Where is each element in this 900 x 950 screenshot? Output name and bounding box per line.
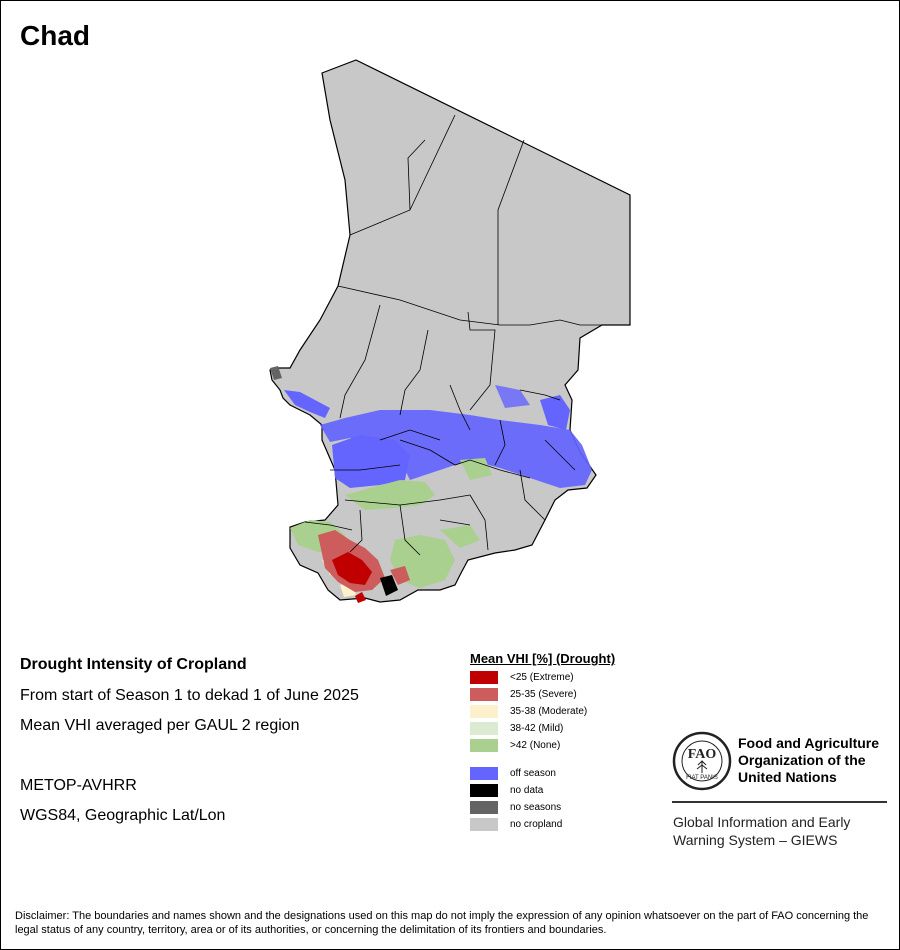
legend-swatch	[470, 705, 498, 718]
no-data-zone	[380, 575, 398, 596]
legend-swatch	[470, 688, 498, 701]
legend-item: no data	[470, 784, 543, 797]
legend-swatch	[470, 801, 498, 814]
extreme-drought-zone	[332, 552, 372, 585]
fao-logo-letters: FAO	[688, 747, 717, 762]
fao-name-line-2: Organization of the	[738, 752, 866, 768]
legend-swatch	[470, 671, 498, 684]
off-season-zone-north	[495, 385, 530, 408]
legend-item: 25-35 (Severe)	[470, 688, 577, 701]
legend-swatch	[470, 722, 498, 735]
extreme-drought-zone-2	[355, 592, 366, 603]
info-heading: Drought Intensity of Cropland	[20, 656, 247, 673]
legend-swatch	[470, 739, 498, 752]
disclaimer: Disclaimer: The boundaries and names sho…	[15, 910, 869, 936]
legend-title: Mean VHI [%] (Drought)	[470, 651, 616, 666]
admin-boundaries	[304, 114, 602, 556]
info-projection: WGS84, Geographic Lat/Lon	[20, 807, 226, 824]
giews-name: Global Information and Early Warning Sys…	[673, 813, 850, 849]
fao-name-line-1: Food and Agriculture	[738, 735, 880, 751]
legend-label: 25-35 (Severe)	[510, 689, 577, 700]
info-method: Mean VHI averaged per GAUL 2 region	[20, 717, 300, 734]
legend-swatch	[470, 767, 498, 780]
country-outline	[269, 59, 631, 603]
severe-drought-zone-2	[390, 566, 410, 585]
legend-label: 35-38 (Moderate)	[510, 706, 588, 717]
legend-label: off season	[510, 768, 556, 779]
info-sensor: METOP-AVHRR	[20, 777, 137, 794]
giews-line-1: Global Information and Early	[673, 814, 851, 830]
legend-swatch	[470, 818, 498, 831]
off-season-zone-west	[332, 435, 410, 488]
country-map	[269, 59, 631, 603]
legend-label: >42 (None)	[510, 740, 561, 751]
fao-logo-motto: FIAT PANIS	[686, 775, 718, 781]
legend-swatch	[470, 784, 498, 797]
fao-logo-icon: FAO FIAT PANIS	[672, 731, 732, 791]
legend-item: <25 (Extreme)	[470, 671, 574, 684]
fao-name: Food and Agriculture Organization of the…	[738, 735, 898, 786]
off-season-zone-east	[540, 395, 570, 430]
legend-item: >42 (None)	[470, 739, 560, 752]
no-drought-zone-4	[440, 525, 480, 548]
divider	[672, 801, 887, 803]
legend-item: 38-42 (Mild)	[470, 722, 563, 735]
legend-label: no data	[510, 785, 544, 796]
legend-item: no seasons	[470, 801, 561, 814]
no-drought-zone-1	[345, 480, 435, 510]
legend-label: 38-42 (Mild)	[510, 723, 564, 734]
legend-item: 35-38 (Moderate)	[470, 705, 587, 718]
no-drought-zone-5	[460, 458, 492, 480]
map-title: Chad	[20, 20, 90, 51]
fao-name-line-3: United Nations	[738, 769, 837, 785]
giews-line-2: Warning System – GIEWS	[673, 832, 838, 848]
info-period: From start of Season 1 to dekad 1 of Jun…	[20, 687, 359, 704]
off-season-zone-lake	[284, 390, 330, 418]
off-season-zone-central	[320, 410, 592, 488]
no-seasons-zone	[270, 366, 282, 380]
legend-label: no seasons	[510, 802, 562, 813]
legend-label: <25 (Extreme)	[510, 672, 574, 683]
legend-label: no cropland	[510, 819, 563, 830]
legend-item: off season	[470, 767, 556, 780]
legend-item: no cropland	[470, 818, 562, 831]
